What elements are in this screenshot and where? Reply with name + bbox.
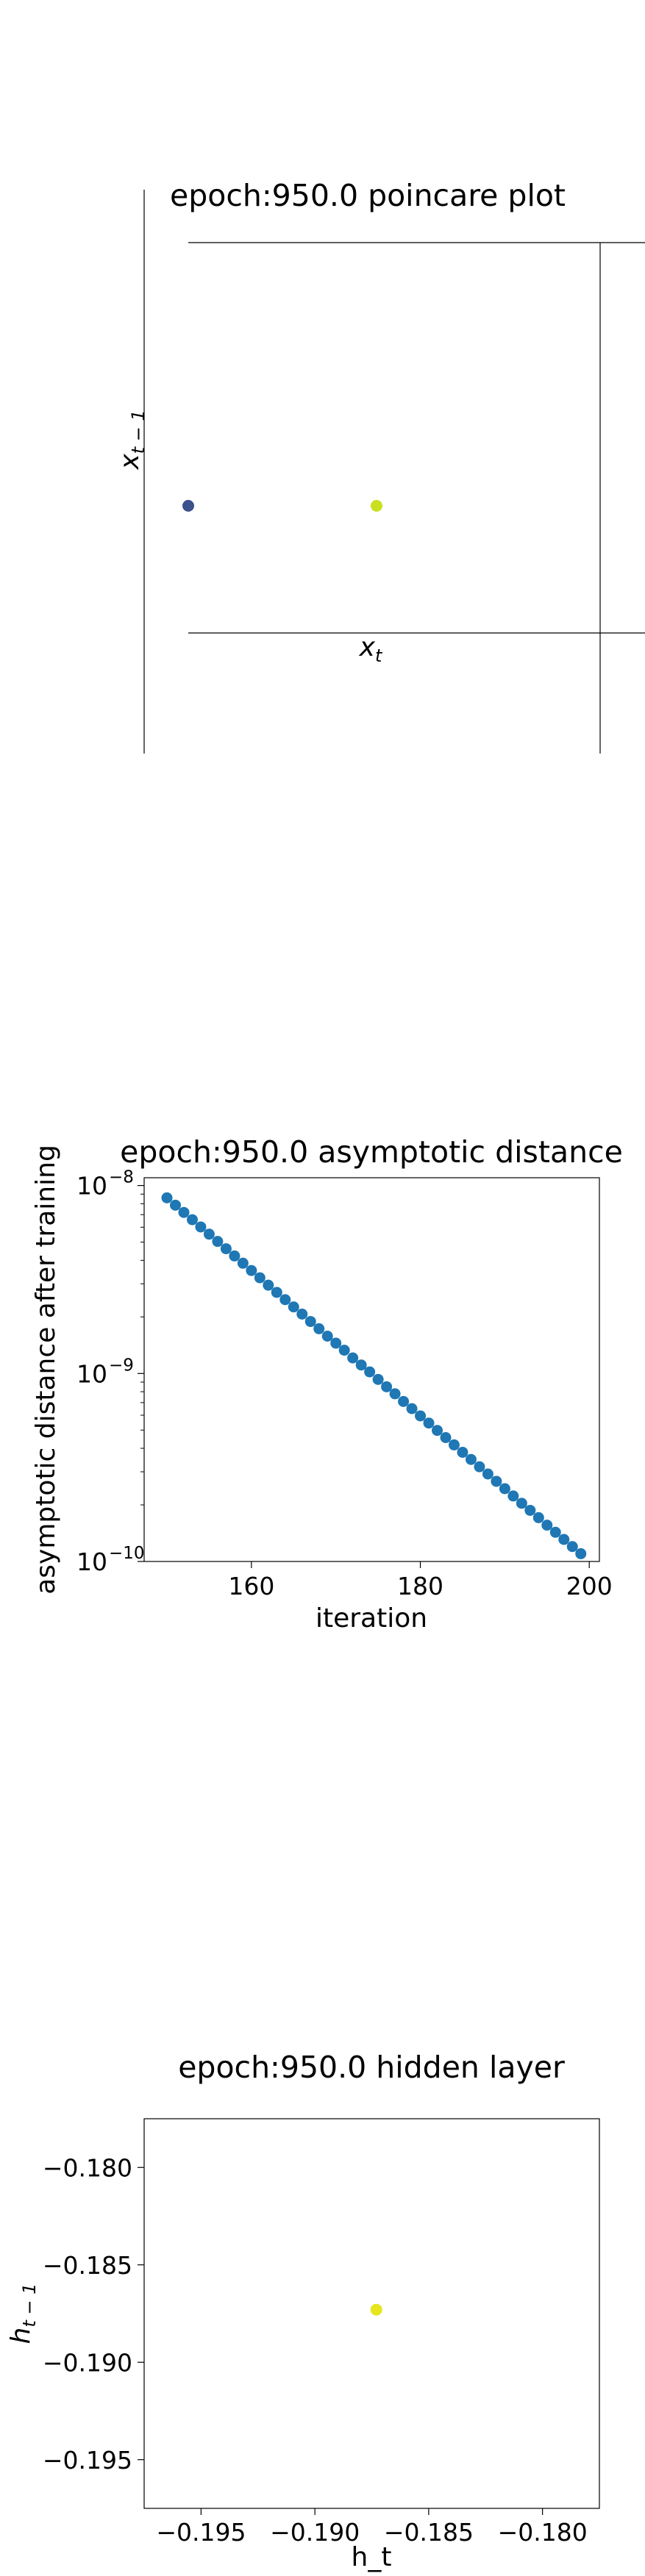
hidden-xlabel: h_t <box>352 2542 392 2572</box>
asym-ytick-label: 10 <box>76 1172 107 1201</box>
hidden-xtick-label: −0.180 <box>498 2518 588 2547</box>
hidden-xtick-label: −0.190 <box>270 2518 360 2547</box>
asym-xlabel: iteration <box>316 1603 427 1634</box>
asym-point <box>195 1221 207 1233</box>
asym-point <box>406 1403 418 1414</box>
asym-point <box>474 1461 485 1473</box>
asym-point <box>212 1236 224 1248</box>
poincare-points <box>182 500 382 512</box>
asym-ytick-label: 10 <box>76 1548 107 1576</box>
asym-point <box>338 1345 350 1356</box>
asym-point <box>169 1199 181 1211</box>
asym-point <box>186 1214 198 1226</box>
hidden-plot-area <box>143 2118 600 2509</box>
asym-point <box>372 1373 384 1385</box>
asym-point <box>364 1366 376 1378</box>
poincare-xlabel: xt <box>359 632 383 666</box>
asym-point <box>237 1257 249 1269</box>
asym-point <box>448 1439 460 1450</box>
asym-point <box>532 1511 544 1523</box>
asym-point <box>415 1410 427 1422</box>
poincare-ylabel: xt − 1 <box>115 409 149 470</box>
asym-point <box>482 1468 493 1480</box>
asym-point <box>246 1264 257 1276</box>
hidden-title: epoch:950.0 hidden layer <box>178 2050 565 2085</box>
asym-point <box>465 1453 477 1465</box>
hidden-layer-chart: epoch:950.0 hidden layer ht − 1 h_t −0.1… <box>6 2050 600 2572</box>
asym-point <box>347 1352 359 1364</box>
asym-point <box>288 1301 299 1313</box>
hidden-point <box>370 2303 382 2316</box>
asym-plot-area <box>143 1177 600 1562</box>
asym-point <box>296 1308 308 1320</box>
asym-point <box>381 1381 393 1392</box>
asym-ytick-exponent: −10 <box>109 1544 145 1563</box>
asym-point <box>254 1272 266 1284</box>
asym-point <box>575 1548 587 1559</box>
asym-point <box>330 1337 342 1349</box>
asym-ytick-label: 10 <box>76 1359 107 1388</box>
asym-point <box>524 1504 536 1516</box>
asym-point <box>432 1425 443 1437</box>
asym-point <box>389 1388 401 1400</box>
asym-point <box>355 1359 367 1371</box>
asym-point <box>304 1316 316 1328</box>
asym-point <box>549 1526 561 1538</box>
poincare-point <box>182 500 194 512</box>
asymptotic-distance-chart: epoch:950.0 asymptotic distance asymptot… <box>31 1134 623 1634</box>
asym-point <box>271 1287 282 1298</box>
asym-point <box>499 1483 510 1495</box>
asym-point <box>321 1330 333 1342</box>
hidden-xtick-label: −0.185 <box>384 2518 474 2547</box>
hidden-xtick-label: −0.195 <box>156 2518 246 2547</box>
asym-point <box>491 1475 502 1487</box>
hidden-ticks: −0.195 −0.190 −0.185 −0.180 −0.180 −0.185 −0.1… <box>43 2153 588 2547</box>
asym-ytick-exponent: −9 <box>109 1356 134 1375</box>
asym-xtick-label: 200 <box>566 1572 613 1600</box>
asym-point <box>161 1192 173 1203</box>
asym-title: epoch:950.0 asymptotic distance <box>120 1134 623 1170</box>
hidden-points <box>370 2303 382 2316</box>
asym-point <box>541 1520 553 1531</box>
asym-point <box>203 1228 215 1240</box>
hidden-ytick-label: −0.180 <box>43 2153 132 2182</box>
asym-point <box>398 1395 410 1407</box>
hidden-ytick-label: −0.190 <box>43 2348 132 2377</box>
hidden-ytick-label: −0.195 <box>43 2446 132 2475</box>
asym-point <box>516 1498 527 1509</box>
asym-ylabel: asymptotic distance after training <box>31 1145 61 1595</box>
hidden-ytick-label: −0.185 <box>43 2251 132 2280</box>
poincare-point <box>371 500 382 512</box>
asym-point <box>566 1541 578 1553</box>
asym-point <box>229 1250 240 1262</box>
asym-point <box>279 1294 291 1306</box>
asym-points <box>161 1192 587 1559</box>
asym-point <box>440 1431 452 1443</box>
asym-point <box>220 1243 232 1255</box>
poincare-title: epoch:950.0 poincare plot <box>170 178 566 213</box>
asym-point <box>507 1490 519 1502</box>
asym-point <box>178 1206 190 1218</box>
asym-point <box>423 1417 435 1429</box>
asym-xtick-label: 180 <box>397 1572 443 1600</box>
asym-xtick-label: 160 <box>228 1572 274 1600</box>
asym-point <box>263 1279 274 1291</box>
hidden-ylabel: ht − 1 <box>6 2283 40 2344</box>
poincare-plot: epoch:950.0 poincare plot xt − 1 xt <box>115 178 645 754</box>
asym-point <box>558 1534 570 1545</box>
asym-point <box>313 1323 325 1334</box>
asym-point <box>457 1446 468 1458</box>
asym-ytick-exponent: −8 <box>109 1168 134 1187</box>
